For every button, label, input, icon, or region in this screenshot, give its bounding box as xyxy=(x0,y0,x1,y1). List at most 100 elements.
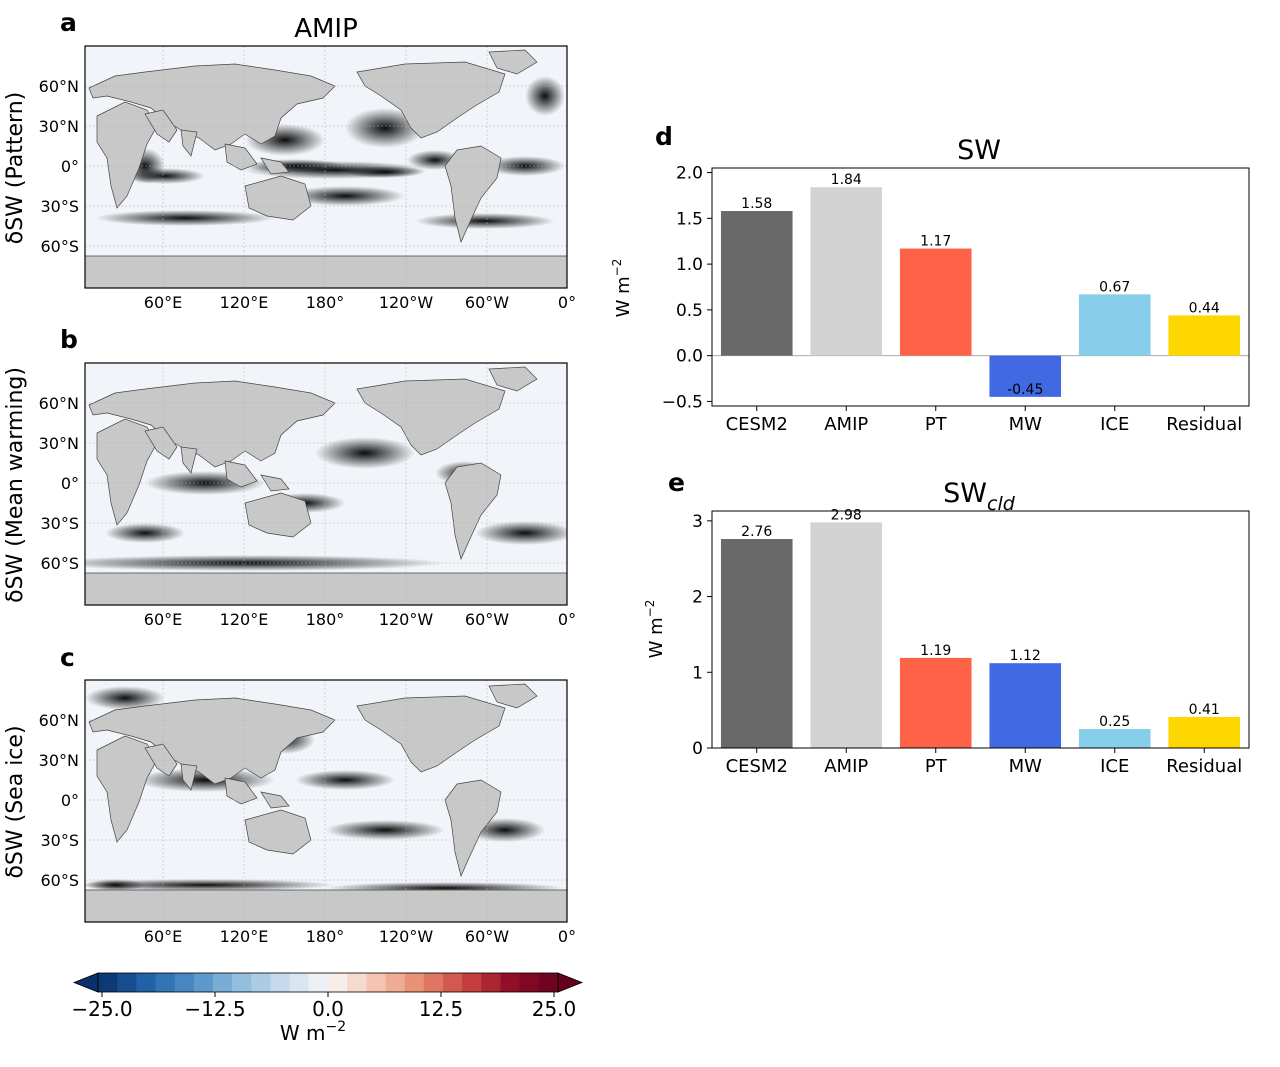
lon-tick-label: 120°E xyxy=(220,927,269,946)
x-tick-label: PT xyxy=(925,414,948,435)
x-tick-label: MW xyxy=(1009,756,1043,777)
lon-tick-label: 60°W xyxy=(465,293,509,312)
land-mass xyxy=(144,743,198,791)
lon-tick-label: 60°E xyxy=(144,293,182,312)
map-panel-a: a AMIP δSW (Pattern) 60°N30°N0°30°S60°S6… xyxy=(3,8,576,312)
anomaly-region xyxy=(95,210,275,226)
y-tick-label: 2 xyxy=(692,588,703,608)
colorbar-segment xyxy=(136,973,156,992)
colorbar-tick-label: 12.5 xyxy=(419,997,464,1021)
anomaly-region xyxy=(85,879,145,891)
bar-residual xyxy=(1168,716,1241,748)
land-mass xyxy=(144,109,198,157)
x-tick-label: Residual xyxy=(1166,414,1242,435)
lon-tick-label: 60°E xyxy=(144,610,182,629)
anomaly-region xyxy=(295,770,395,790)
land-mass xyxy=(356,378,506,456)
lat-tick-label: 30°N xyxy=(39,434,79,453)
panel-letter-a: a xyxy=(60,8,77,37)
land-mass xyxy=(356,61,506,139)
bar-value-label: 0.41 xyxy=(1189,702,1220,718)
colorbar-segment xyxy=(519,973,540,992)
colorbar-segment xyxy=(481,973,501,992)
lon-tick-label: 120°E xyxy=(220,293,269,312)
bar-amip xyxy=(810,187,883,356)
colorbar-tick-label: −12.5 xyxy=(184,997,245,1021)
anomaly-region xyxy=(525,76,565,116)
map-frame xyxy=(84,679,568,923)
land-mass xyxy=(88,697,336,785)
anomaly-region xyxy=(315,437,415,469)
y-tick-label: 0 xyxy=(692,739,703,759)
y-tick-label: 0.0 xyxy=(676,347,703,367)
bar-value-label: 0.44 xyxy=(1189,300,1220,316)
land-mass xyxy=(488,683,538,709)
lat-tick-label: 0° xyxy=(61,157,79,176)
lon-tick-label: 120°W xyxy=(379,293,434,312)
land-mass xyxy=(88,63,336,151)
land-mass xyxy=(96,418,158,526)
y-tick-label: 1.0 xyxy=(676,255,703,275)
bar-chart-e: e SWcld W m−2 0 1 2 3 2.76 CESM2 2.98 AMIP 1.19 P… xyxy=(643,468,1250,777)
colorbar-segment xyxy=(500,973,521,992)
land-mass xyxy=(488,49,538,75)
chart-ylabel-e: W m−2 xyxy=(643,600,667,659)
bar-value-label: 0.25 xyxy=(1099,714,1130,730)
land-mass xyxy=(88,380,336,468)
x-tick-label: ICE xyxy=(1100,414,1129,435)
chart-title-d: SW xyxy=(957,135,1001,166)
bar-ice xyxy=(1078,729,1151,748)
colorbar-segment xyxy=(232,973,252,992)
land-mass xyxy=(244,175,312,221)
colorbar-segment xyxy=(385,973,406,992)
lat-tick-label: 30°N xyxy=(39,751,79,770)
bar-amip xyxy=(810,522,883,748)
plot-area xyxy=(712,511,1249,748)
lon-tick-label: 0° xyxy=(558,293,576,312)
map-panel-c: c δSW (Sea ice) 60°N 30°N 0° 30°S 60°S 60°E 12… xyxy=(3,643,576,946)
lat-tick-label: 30°S xyxy=(40,197,79,216)
panel-letter-b: b xyxy=(60,325,78,354)
land-mass xyxy=(224,143,290,175)
x-tick-label: MW xyxy=(1009,414,1043,435)
bar-mw xyxy=(989,663,1062,748)
colorbar-label: W m−2 xyxy=(280,1019,346,1045)
panel-letter-e: e xyxy=(668,468,685,497)
anomaly-region xyxy=(415,213,555,229)
colorbar-min-arrow xyxy=(72,972,99,993)
x-tick-label: CESM2 xyxy=(726,756,788,777)
colorbar-segment xyxy=(328,973,348,992)
bar-value-label: 1.58 xyxy=(741,196,772,212)
anomaly-region xyxy=(345,108,425,148)
lon-tick-label: 120°W xyxy=(379,927,434,946)
anomaly-region xyxy=(105,523,185,543)
lon-tick-label: 120°E xyxy=(220,610,269,629)
colorbar-segment xyxy=(289,973,310,992)
lon-tick-label: 60°W xyxy=(465,610,509,629)
bar-value-label: 0.67 xyxy=(1099,279,1130,295)
chart-title-e: SWcld xyxy=(943,478,1016,515)
land-mass xyxy=(96,101,158,209)
bar-value-label: 1.84 xyxy=(831,172,862,188)
x-tick-label: CESM2 xyxy=(726,414,788,435)
x-tick-label: AMIP xyxy=(824,414,868,435)
colorbar-segment xyxy=(155,973,176,992)
bar-pt xyxy=(899,248,972,356)
bar-pt xyxy=(899,657,972,748)
map-frame xyxy=(84,45,568,289)
map-ylabel-a: δSW (Pattern) xyxy=(3,92,28,245)
x-tick-label: PT xyxy=(925,756,948,777)
y-tick-label: 2.0 xyxy=(676,164,703,184)
land-mass xyxy=(85,255,567,288)
map-ylabel-c: δSW (Sea ice) xyxy=(3,725,28,878)
map-panel-b: b δSW (Mean warming) 60°N30°N0°30°S60°S6… xyxy=(3,325,576,629)
anomaly-region xyxy=(325,820,445,840)
land-mass xyxy=(488,366,538,392)
anomaly-region xyxy=(475,521,567,545)
anomaly-region xyxy=(85,879,335,891)
x-tick-label: ICE xyxy=(1100,756,1129,777)
y-tick-label: 1.5 xyxy=(676,209,703,229)
colorbar-tick-label: 25.0 xyxy=(532,997,577,1021)
lat-tick-label: 60°N xyxy=(39,394,79,413)
colorbar-segment xyxy=(251,973,271,992)
